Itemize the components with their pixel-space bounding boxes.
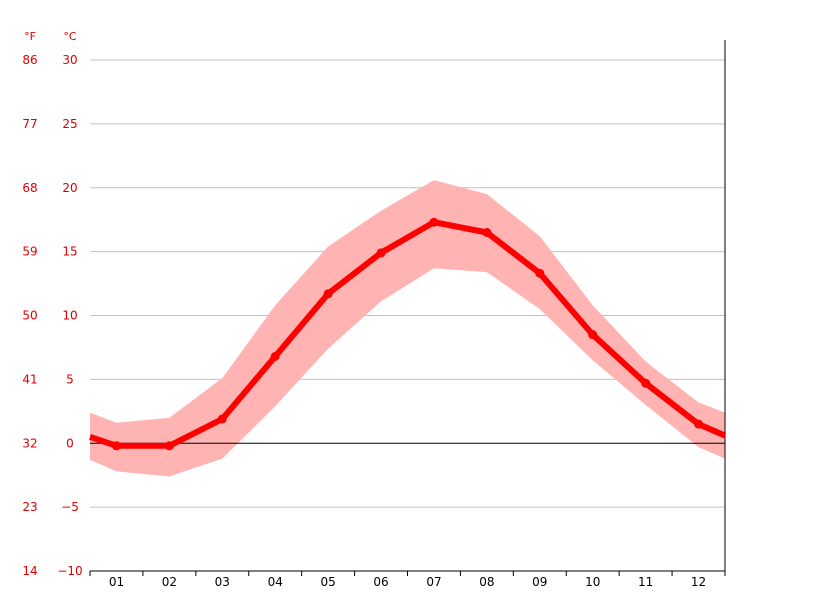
grid-layer	[90, 59, 725, 508]
mean-temperature-line	[89, 219, 727, 449]
data-point	[535, 268, 545, 278]
y-tick-label-celsius: 25	[62, 117, 77, 131]
data-point	[164, 441, 174, 451]
y-tick-label-fahrenheit: 41	[22, 372, 37, 386]
axis-layer	[89, 40, 726, 576]
data-point	[111, 441, 121, 451]
x-tick-label: 07	[426, 575, 441, 589]
x-tick-label: 04	[268, 575, 283, 589]
data-point	[429, 217, 439, 227]
range-band-layer	[90, 180, 725, 477]
data-point	[270, 351, 280, 361]
data-point	[641, 378, 651, 388]
x-tick-label: 02	[162, 575, 177, 589]
y-tick-label-fahrenheit: 50	[22, 309, 37, 323]
x-tick-label: 11	[638, 575, 653, 589]
y-tick-labels: 14 −10 23 −5 32 0 41 5 50 10 59 15 68 20 77 25 86 30	[22, 53, 82, 578]
y-tick-label-fahrenheit: 59	[22, 245, 37, 259]
x-tick-label: 08	[479, 575, 494, 589]
y-tick-label-fahrenheit: 68	[22, 181, 37, 195]
y-tick-label-celsius: 5	[66, 372, 74, 386]
y-tick-label-celsius: 15	[62, 245, 77, 259]
series-line-layer	[89, 219, 727, 449]
data-point	[217, 414, 227, 424]
y-tick-label-fahrenheit: 14	[22, 564, 37, 578]
x-tick-label: 10	[585, 575, 600, 589]
data-point	[376, 248, 386, 258]
x-tick-label: 03	[215, 575, 230, 589]
fahrenheit-unit-label: °F	[24, 30, 36, 43]
y-tick-label-celsius: −5	[61, 500, 79, 514]
x-tick-labels: 01 02 03 04 05 06 07 08 09 10 11 12	[109, 575, 706, 589]
y-tick-label-celsius: 30	[62, 53, 77, 67]
celsius-unit-label: °C	[63, 30, 77, 43]
data-point	[323, 289, 333, 299]
y-tick-label-celsius: 10	[62, 309, 77, 323]
data-point	[482, 227, 492, 237]
y-tick-label-fahrenheit: 23	[22, 500, 37, 514]
y-tick-label-celsius: 0	[66, 436, 74, 450]
data-point	[694, 419, 704, 429]
data-point	[588, 330, 598, 340]
x-tick-label: 01	[109, 575, 124, 589]
y-tick-label-fahrenheit: 32	[22, 436, 37, 450]
y-tick-label-fahrenheit: 86	[22, 53, 37, 67]
temperature-range-band	[90, 180, 725, 477]
x-tick-label: 05	[320, 575, 335, 589]
series-points-layer	[111, 217, 704, 451]
y-tick-label-celsius: 20	[62, 181, 77, 195]
x-tick-label: 09	[532, 575, 547, 589]
y-tick-label-fahrenheit: 77	[22, 117, 37, 131]
y-tick-label-celsius: −10	[57, 564, 82, 578]
x-tick-label: 06	[373, 575, 388, 589]
x-tick-label: 12	[691, 575, 706, 589]
